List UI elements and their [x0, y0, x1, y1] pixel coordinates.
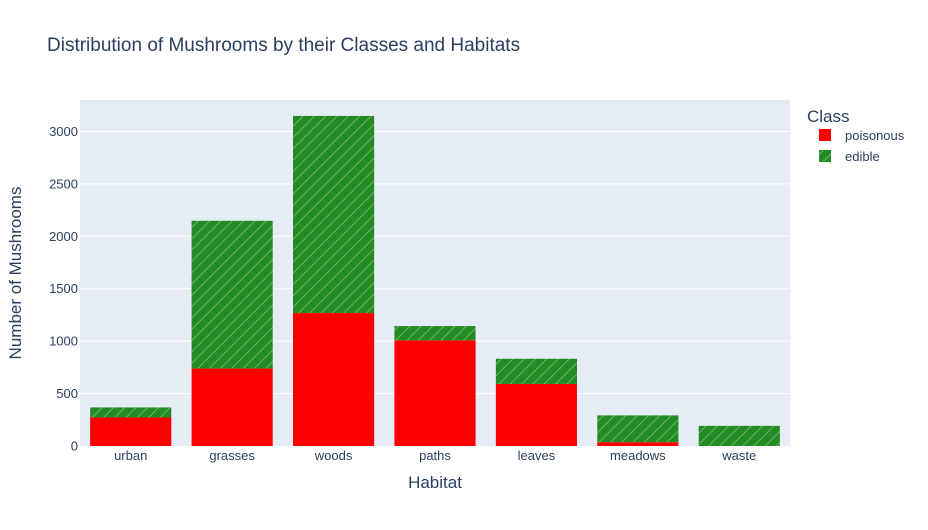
- legend-title: Class: [807, 107, 850, 126]
- y-tick-label: 3000: [49, 124, 78, 139]
- y-axis-title: Number of Mushrooms: [6, 187, 25, 360]
- bar-edible-paths[interactable]: [394, 326, 476, 341]
- bars: [90, 115, 780, 446]
- bar-edible-grasses[interactable]: [191, 220, 273, 369]
- y-axis-ticks: 0 500 1000 1500 2000 2500 3000: [49, 124, 78, 454]
- bar-poisonous-meadows[interactable]: [597, 442, 679, 446]
- y-tick-label: 0: [71, 439, 78, 454]
- x-tick-label: grasses: [209, 448, 255, 463]
- bar-edible-waste[interactable]: [698, 425, 780, 446]
- x-axis-ticks: urban grasses woods paths leaves meadows waste: [114, 448, 756, 463]
- legend-label-edible: edible: [845, 149, 880, 164]
- legend-item-edible[interactable]: edible: [819, 149, 880, 164]
- x-tick-label: urban: [114, 448, 147, 463]
- y-tick-label: 2000: [49, 229, 78, 244]
- x-tick-label: paths: [419, 448, 451, 463]
- x-tick-label: meadows: [610, 448, 666, 463]
- bar-poisonous-paths[interactable]: [394, 340, 476, 446]
- y-tick-label: 2500: [49, 176, 78, 191]
- legend[interactable]: Class poisonous edible: [807, 107, 905, 164]
- x-tick-label: leaves: [518, 448, 556, 463]
- legend-swatch-poisonous: [819, 129, 831, 141]
- y-tick-label: 1000: [49, 334, 78, 349]
- bar-edible-urban[interactable]: [90, 407, 172, 418]
- y-tick-label: 500: [56, 386, 78, 401]
- x-tick-label: waste: [721, 448, 756, 463]
- legend-item-poisonous[interactable]: poisonous: [819, 128, 905, 143]
- bar-edible-meadows[interactable]: [597, 415, 679, 443]
- bar-poisonous-woods[interactable]: [293, 313, 375, 446]
- bar-edible-leaves[interactable]: [495, 358, 577, 384]
- bar-poisonous-leaves[interactable]: [495, 383, 577, 446]
- chart-title: Distribution of Mushrooms by their Class…: [47, 35, 520, 56]
- y-tick-label: 1500: [49, 281, 78, 296]
- legend-label-poisonous: poisonous: [845, 128, 905, 143]
- x-tick-label: woods: [314, 448, 353, 463]
- bar-edible-woods[interactable]: [293, 115, 375, 314]
- x-axis-title: Habitat: [408, 473, 462, 492]
- bar-poisonous-urban[interactable]: [90, 417, 172, 446]
- bar-poisonous-grasses[interactable]: [191, 368, 273, 446]
- legend-swatch-edible: [819, 150, 831, 162]
